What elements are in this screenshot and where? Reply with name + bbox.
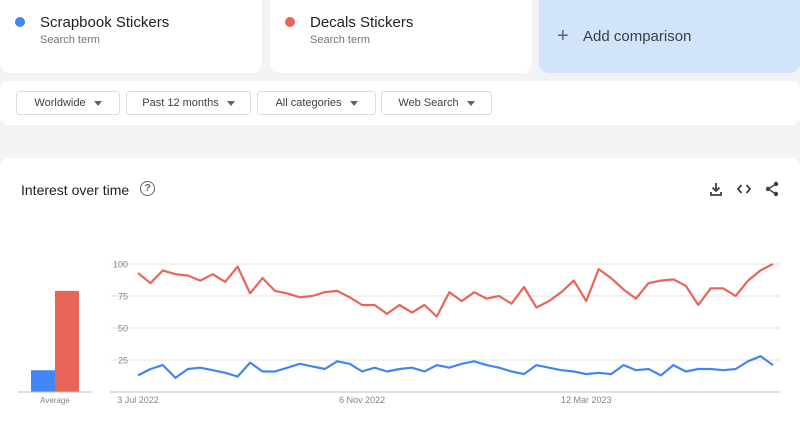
average-label: Average bbox=[40, 396, 70, 405]
help-icon[interactable]: ? bbox=[140, 181, 155, 196]
add-comparison-button[interactable]: + Add comparison bbox=[539, 0, 800, 73]
series-line bbox=[137, 355, 774, 379]
category-filter-dropdown[interactable]: All categories bbox=[257, 91, 376, 115]
plus-icon: + bbox=[557, 25, 569, 47]
average-bar bbox=[31, 370, 55, 392]
panel-title: Interest over time bbox=[21, 182, 130, 198]
y-tick-label: 50 bbox=[118, 324, 128, 334]
embed-icon[interactable] bbox=[735, 180, 753, 198]
caret-down-icon bbox=[93, 100, 102, 106]
search-term-card-2[interactable]: Decals Stickers Search term bbox=[270, 0, 532, 73]
filter-label: Past 12 months bbox=[142, 97, 219, 109]
term-color-dot bbox=[15, 17, 25, 27]
x-tick-label: 12 Mar 2023 bbox=[561, 395, 612, 405]
filter-bar: Worldwide Past 12 months All categories … bbox=[0, 81, 800, 125]
y-tick-label: 75 bbox=[118, 292, 128, 302]
x-axis-labels: 3 Jul 2022 6 Nov 2022 12 Mar 2023 bbox=[117, 395, 611, 405]
y-tick-label: 100 bbox=[113, 260, 128, 270]
search-term-name: Decals Stickers bbox=[310, 14, 414, 31]
search-term-subtitle: Search term bbox=[310, 34, 370, 46]
filter-label: All categories bbox=[275, 97, 342, 109]
region-filter-dropdown[interactable]: Worldwide bbox=[16, 91, 120, 115]
caret-down-icon bbox=[349, 100, 358, 106]
filter-label: Web Search bbox=[398, 97, 459, 109]
download-icon[interactable] bbox=[707, 180, 725, 198]
interest-over-time-panel: Interest over time ? 100 75 50 25 Average 3… bbox=[0, 158, 800, 423]
search-term-subtitle: Search term bbox=[40, 34, 100, 46]
x-tick-label: 3 Jul 2022 bbox=[117, 395, 159, 405]
time-range-filter-dropdown[interactable]: Past 12 months bbox=[126, 91, 251, 115]
series-line bbox=[137, 263, 774, 318]
caret-down-icon bbox=[466, 100, 475, 106]
x-tick-label: 6 Nov 2022 bbox=[339, 395, 385, 405]
filter-label: Worldwide bbox=[34, 97, 86, 109]
search-term-card-1[interactable]: Scrapbook Stickers Search term bbox=[0, 0, 262, 73]
interest-chart: 100 75 50 25 Average 3 Jul 2022 6 Nov 2022 12… bbox=[18, 260, 780, 405]
add-comparison-label: Add comparison bbox=[583, 28, 692, 45]
average-bars: Average bbox=[18, 290, 92, 405]
caret-down-icon bbox=[226, 100, 235, 106]
search-type-filter-dropdown[interactable]: Web Search bbox=[381, 91, 492, 115]
series-lines bbox=[137, 263, 774, 379]
average-bar bbox=[55, 290, 79, 392]
term-color-dot bbox=[285, 17, 295, 27]
share-icon[interactable] bbox=[763, 180, 781, 198]
y-tick-label: 25 bbox=[118, 356, 128, 366]
search-term-name: Scrapbook Stickers bbox=[40, 14, 170, 31]
chart-grid bbox=[110, 263, 780, 393]
y-axis-labels: 100 75 50 25 bbox=[113, 260, 128, 366]
